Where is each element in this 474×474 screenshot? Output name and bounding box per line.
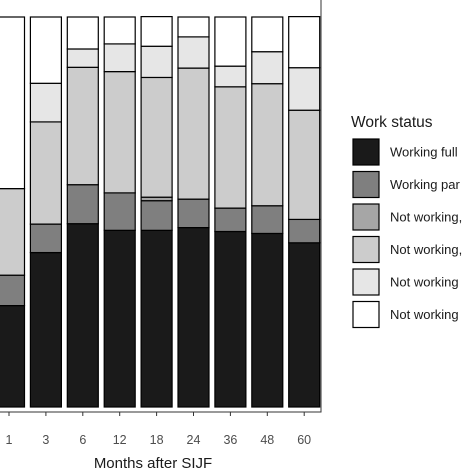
legend-label-series-5: Not working	[390, 307, 459, 322]
bar-segment-1-series-1	[0, 274, 26, 307]
bar-segment-12-series-5	[103, 16, 136, 45]
bar-segment-60-series-5	[288, 16, 321, 69]
bar-segment-1-series-3	[0, 188, 26, 276]
bar-segment-60-series-4	[288, 67, 321, 111]
bar-segment-18-series-1	[140, 200, 173, 231]
bar-segment-3-series-3	[29, 121, 62, 225]
bar-segment-6-series-5	[66, 16, 99, 50]
legend-key-series-3	[352, 235, 380, 264]
bar-segment-36-series-0	[214, 230, 247, 408]
bar-segment-18-series-5	[140, 16, 173, 47]
bar-segment-6-series-0	[66, 223, 99, 408]
x-tick-label-48: 48	[260, 433, 274, 447]
legend-key-series-1	[352, 170, 380, 199]
bar-segment-3-series-4	[29, 82, 62, 123]
bar-segment-6-series-1	[66, 184, 99, 225]
bar-segment-48-series-4	[251, 51, 284, 85]
bar-segment-12-series-1	[103, 192, 136, 231]
legend-label-series-3: Not working,	[390, 242, 462, 257]
legend-title: Work status	[351, 114, 433, 131]
bar-segment-48-series-0	[251, 232, 284, 408]
bars-group	[0, 16, 321, 408]
legend-key-series-4	[352, 268, 380, 296]
bar-segment-24-series-0	[177, 227, 210, 408]
bar-segment-12-series-0	[103, 229, 136, 408]
x-tick-label-60: 60	[297, 433, 311, 447]
bar-segment-60-series-0	[288, 242, 321, 408]
x-tick-label-1: 1	[6, 433, 13, 447]
legend-label-series-2: Not working,	[390, 210, 462, 225]
x-tick-label-3: 3	[42, 433, 49, 447]
plot-border	[0, 0, 322, 413]
bar-segment-48-series-3	[251, 83, 284, 207]
bar-segment-3-series-1	[29, 223, 62, 254]
bar-segment-18-series-0	[140, 229, 173, 408]
bar-segment-24-series-3	[177, 67, 210, 200]
bar-segment-60-series-3	[288, 109, 321, 221]
legend-key-series-2	[352, 203, 380, 231]
bar-segment-24-series-5	[177, 16, 210, 38]
bar-segment-36-series-3	[214, 86, 247, 209]
x-tick-label-36: 36	[223, 433, 237, 447]
legend-key-series-5	[352, 300, 380, 329]
x-axis-ticks: 1 3 6 12 18 24 36 48 60	[6, 412, 311, 447]
bar-segment-3-series-0	[29, 251, 62, 408]
x-tick-label-18: 18	[150, 433, 164, 447]
legend-label-series-1: Working par	[390, 177, 461, 192]
bar-segment-1-series-5	[0, 16, 26, 190]
bar-segment-36-series-1	[214, 207, 247, 233]
bar-segment-3-series-5	[29, 16, 62, 84]
legend: Work status Working full Working par Not w…	[351, 114, 462, 329]
legend-key-series-0	[352, 138, 380, 166]
bar-segment-18-series-3	[140, 76, 173, 198]
x-axis-title: Months after SIJF	[94, 455, 212, 472]
bar-segment-1-series-0	[0, 305, 26, 408]
bar-segment-12-series-3	[103, 70, 136, 194]
bar-segment-6-series-4	[66, 48, 99, 68]
x-tick-label-6: 6	[79, 433, 86, 447]
legend-items: Working full Working par Not working, Not w…	[352, 138, 462, 329]
bar-segment-12-series-4	[103, 43, 136, 73]
bar-segment-6-series-3	[66, 66, 99, 186]
bar-segment-36-series-5	[214, 16, 247, 67]
x-tick-label-24: 24	[187, 433, 201, 447]
bar-segment-60-series-1	[288, 218, 321, 244]
legend-label-series-4: Not working	[390, 275, 459, 290]
bar-segment-48-series-1	[251, 205, 284, 235]
x-tick-label-12: 12	[113, 433, 127, 447]
bar-segment-18-series-4	[140, 45, 173, 79]
bar-segment-24-series-4	[177, 36, 210, 69]
legend-label-series-0: Working full	[390, 145, 458, 160]
bar-segment-36-series-4	[214, 65, 247, 88]
bar-segment-48-series-5	[251, 16, 284, 53]
bar-segment-24-series-1	[177, 198, 210, 229]
